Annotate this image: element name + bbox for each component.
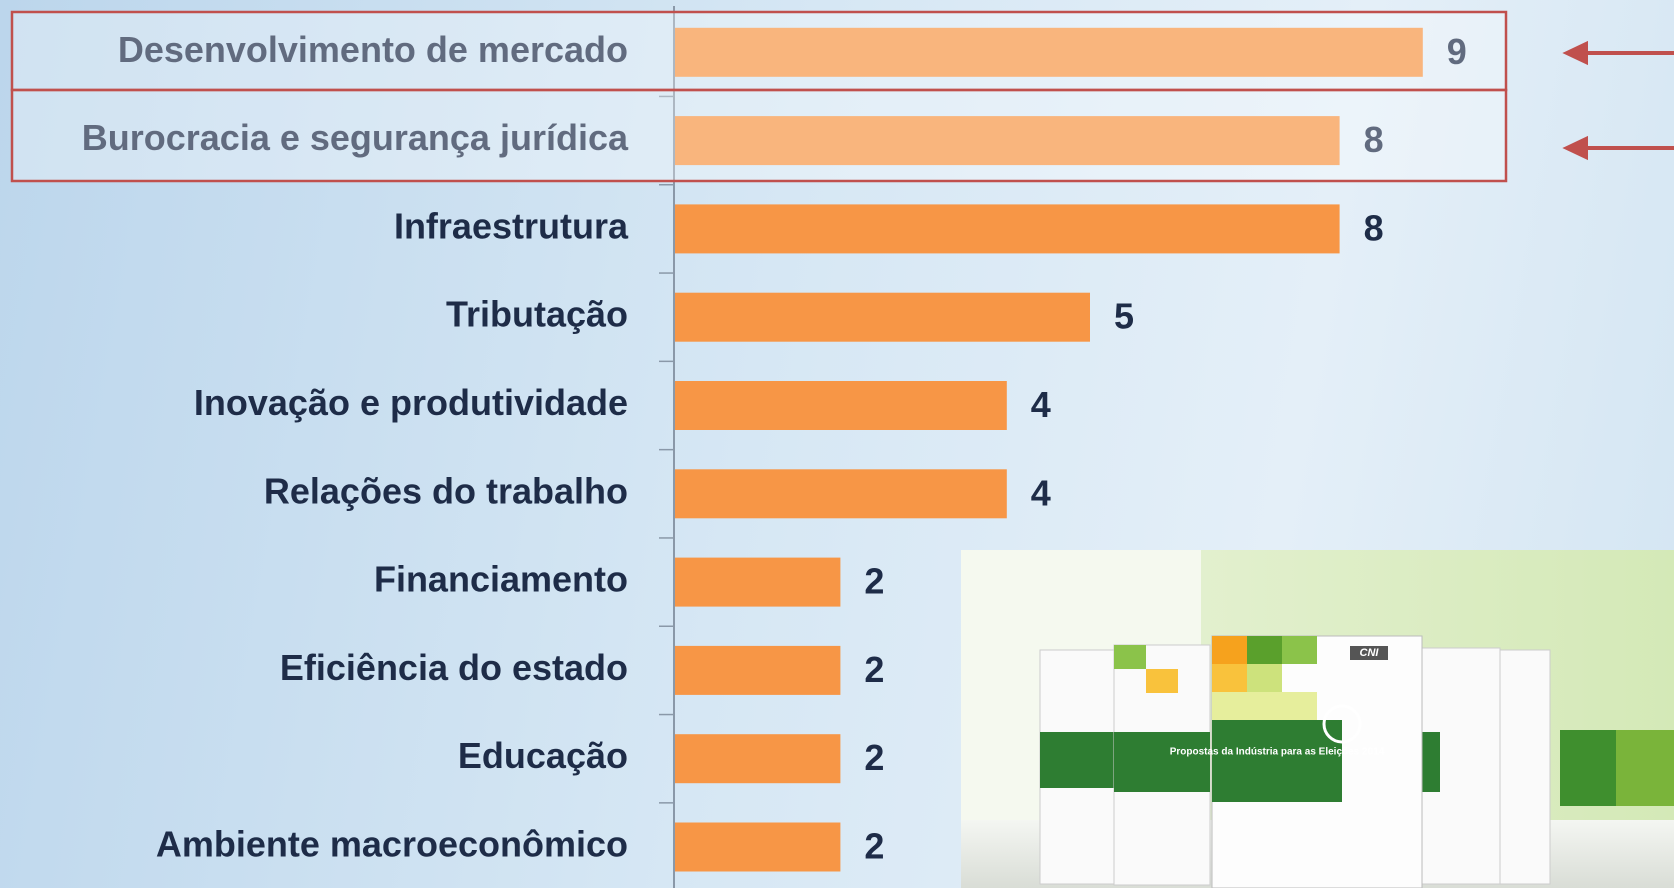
- bar: [674, 204, 1340, 253]
- green-block: [1560, 730, 1616, 806]
- booklet-title: Propostas da Indústria para as Eleições …: [1170, 747, 1385, 758]
- highlight-box: [12, 12, 1506, 90]
- value-label: 2: [864, 826, 884, 867]
- value-label: 2: [864, 649, 884, 690]
- category-label: Ambiente macroeconômico: [156, 824, 628, 865]
- highlight-box: [12, 90, 1506, 181]
- booklet-square: [1146, 669, 1178, 693]
- green-block: [1616, 730, 1674, 806]
- arrow-head: [1567, 139, 1586, 157]
- value-label: 4: [1031, 384, 1051, 425]
- category-label: Eficiência do estado: [280, 647, 628, 688]
- bar: [674, 734, 840, 783]
- booklet-band: [1212, 720, 1342, 802]
- booklet-band: [1114, 732, 1210, 792]
- value-label: 5: [1114, 296, 1134, 337]
- value-label: 4: [1031, 472, 1051, 513]
- bar: [674, 293, 1090, 342]
- arrow-head: [1567, 44, 1586, 62]
- booklet-square: [1212, 636, 1247, 664]
- bar: [674, 823, 840, 872]
- arrows: [1567, 44, 1674, 157]
- value-label: 8: [1364, 207, 1384, 248]
- booklet-square: [1282, 636, 1317, 664]
- chart: Desenvolvimento de mercado9Burocracia e …: [0, 0, 1674, 888]
- category-label: Tributação: [446, 294, 628, 335]
- value-label: 2: [864, 737, 884, 778]
- category-label: Infraestrutura: [394, 205, 629, 246]
- category-label: Financiamento: [374, 559, 628, 600]
- bar: [674, 469, 1007, 518]
- brand-logo: CNI: [1360, 647, 1380, 659]
- booklet-image: Propostas da Indústria para as Eleições …: [961, 550, 1674, 888]
- category-label: Inovação e produtividade: [194, 382, 628, 423]
- bar: [674, 646, 840, 695]
- booklet-band: [1040, 732, 1120, 788]
- booklet-square: [1247, 636, 1282, 664]
- category-label: Relações do trabalho: [264, 470, 628, 511]
- booklet-square: [1212, 664, 1247, 692]
- value-label: 2: [864, 561, 884, 602]
- category-label: Educação: [458, 735, 628, 776]
- slide: Desenvolvimento de mercado9Burocracia e …: [0, 0, 1674, 888]
- bar: [674, 558, 840, 607]
- booklet-square: [1247, 664, 1282, 692]
- bar: [674, 381, 1007, 430]
- booklet-square: [1114, 645, 1146, 669]
- booklet-square: [1212, 692, 1317, 720]
